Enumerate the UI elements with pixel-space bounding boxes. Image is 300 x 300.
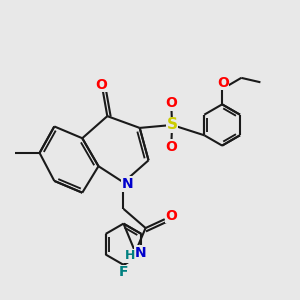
Text: N: N: [122, 177, 134, 191]
Text: O: O: [166, 140, 177, 154]
Text: O: O: [165, 209, 177, 223]
Text: F: F: [119, 265, 128, 279]
Text: O: O: [166, 96, 177, 110]
Text: O: O: [95, 78, 107, 92]
Text: S: S: [167, 118, 178, 133]
Text: O: O: [217, 76, 229, 90]
Text: N: N: [135, 246, 146, 260]
Text: H: H: [125, 249, 135, 262]
